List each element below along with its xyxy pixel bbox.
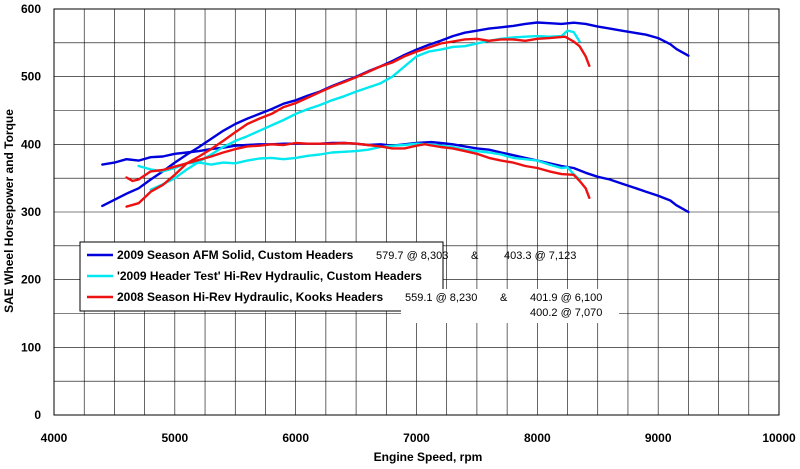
x-tick-labels: 4000 5000 6000 7000 8000 9000 10000 <box>41 431 796 445</box>
annotation-background <box>401 289 619 323</box>
series-line-hydraulic2008-horsepower <box>125 35 591 208</box>
peak-annotation-torque: 403.3 @ 7,123 <box>504 250 576 262</box>
peak-annotation-hp: 579.7 @ 8,303 <box>376 250 448 262</box>
y-tick-label: 0 <box>34 408 41 422</box>
y-tick-labels: 0 100 200 300 400 500 600 <box>21 2 41 422</box>
x-tick-label: 7000 <box>403 431 430 445</box>
legend-label-afm: 2009 Season AFM Solid, Custom Headers <box>117 248 354 262</box>
legend-label-hydraulic2009: '2009 Header Test' Hi-Rev Hydraulic, Cus… <box>117 269 422 283</box>
x-axis-title: Engine Speed, rpm <box>374 450 483 464</box>
y-tick-label: 200 <box>21 273 41 287</box>
plot-border <box>53 8 780 416</box>
peak-annotation-torque-2: 400.2 @ 7,070 <box>530 307 602 319</box>
legend: 2009 Season AFM Solid, Custom Headers '20… <box>79 241 619 323</box>
series-line-afm-horsepower <box>101 21 690 208</box>
series-line-afm-torque <box>101 140 690 214</box>
x-tick-label: 8000 <box>524 431 551 445</box>
y-tick-label: 600 <box>21 2 41 16</box>
y-tick-label: 400 <box>21 137 41 151</box>
grid-lines <box>54 9 779 415</box>
y-axis-title: SAE Wheel Horsepower and Torque <box>2 109 16 313</box>
series-line-hydraulic2009-torque <box>137 142 581 181</box>
x-tick-label: 6000 <box>282 431 309 445</box>
x-tick-label: 9000 <box>645 431 672 445</box>
y-tick-label: 100 <box>21 340 41 354</box>
legend-box <box>79 241 444 312</box>
peak-annotation-separator: & <box>500 292 508 304</box>
series-line-hydraulic2009-horsepower <box>149 29 581 191</box>
x-tick-label: 5000 <box>161 431 188 445</box>
x-tick-label: 10000 <box>762 431 796 445</box>
series-layer <box>101 21 690 214</box>
y-tick-label: 500 <box>21 70 41 84</box>
peak-annotation-separator: & <box>471 250 479 262</box>
series-line-hydraulic2008-torque <box>125 141 591 200</box>
peak-annotation-hp: 559.1 @ 8,230 <box>405 292 477 304</box>
x-tick-label: 4000 <box>41 431 68 445</box>
legend-label-hydraulic2008: 2008 Season Hi-Rev Hydraulic, Kooks Head… <box>117 290 383 304</box>
y-tick-label: 300 <box>21 205 41 219</box>
peak-annotation-torque: 401.9 @ 6,100 <box>530 292 602 304</box>
